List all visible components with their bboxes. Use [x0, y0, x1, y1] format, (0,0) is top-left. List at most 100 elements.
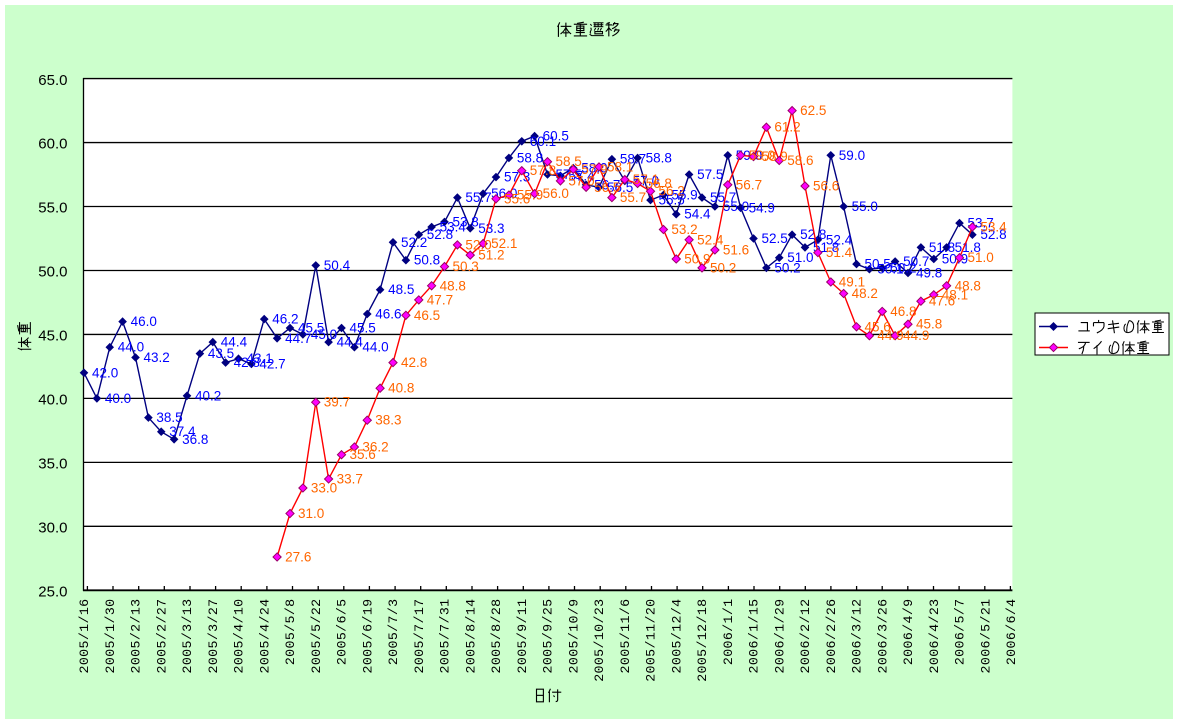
svg-text:59.0: 59.0 [839, 148, 865, 163]
svg-text:56.6: 56.6 [813, 179, 839, 194]
svg-text:58.9: 58.9 [762, 149, 788, 164]
svg-text:2005/1/30: 2005/1/30 [103, 599, 118, 674]
svg-text:43.2: 43.2 [144, 350, 170, 365]
svg-text:44.9: 44.9 [903, 328, 929, 343]
svg-text:55.0: 55.0 [723, 199, 749, 214]
svg-text:55.6: 55.6 [504, 191, 530, 206]
svg-text:27.6: 27.6 [285, 550, 311, 565]
svg-text:2006/5/21: 2006/5/21 [979, 599, 994, 674]
svg-text:2005/2/13: 2005/2/13 [129, 599, 144, 674]
svg-text:47.6: 47.6 [929, 294, 955, 309]
svg-text:2005/3/13: 2005/3/13 [180, 599, 195, 674]
svg-text:60.1: 60.1 [530, 134, 556, 149]
svg-text:53.4: 53.4 [440, 220, 467, 235]
svg-text:45.0: 45.0 [38, 328, 67, 345]
svg-text:58.1: 58.1 [607, 159, 633, 174]
svg-text:50.2: 50.2 [890, 260, 916, 275]
svg-text:46.5: 46.5 [414, 308, 440, 323]
svg-text:42.7: 42.7 [259, 356, 285, 371]
svg-text:51.0: 51.0 [787, 250, 813, 265]
svg-text:2006/1/29: 2006/1/29 [773, 599, 788, 674]
svg-text:2006/4/9: 2006/4/9 [901, 599, 916, 666]
svg-text:33.0: 33.0 [311, 481, 337, 496]
svg-text:38.5: 38.5 [156, 410, 182, 425]
svg-text:62.5: 62.5 [800, 103, 826, 118]
svg-text:50.5: 50.5 [865, 257, 891, 272]
svg-text:40.2: 40.2 [195, 388, 221, 403]
svg-text:42.8: 42.8 [401, 355, 427, 370]
svg-text:2005/7/31: 2005/7/31 [438, 599, 453, 674]
svg-text:51.2: 51.2 [478, 248, 504, 263]
svg-text:40.0: 40.0 [38, 392, 67, 409]
svg-text:44.4: 44.4 [221, 335, 248, 350]
svg-text:2006/1/15: 2006/1/15 [747, 599, 762, 674]
svg-text:50.0: 50.0 [38, 264, 67, 281]
svg-text:50.4: 50.4 [324, 258, 351, 273]
svg-text:50.7: 50.7 [903, 254, 929, 269]
svg-text:2006/2/26: 2006/2/26 [824, 599, 839, 674]
svg-text:55.7: 55.7 [710, 190, 736, 205]
svg-text:50.9: 50.9 [684, 252, 710, 267]
svg-text:46.0: 46.0 [131, 314, 157, 329]
svg-text:50.2: 50.2 [774, 260, 800, 275]
svg-text:45.5: 45.5 [298, 321, 324, 336]
svg-text:51.6: 51.6 [723, 243, 749, 258]
svg-text:45.0: 45.0 [311, 327, 337, 342]
svg-text:56.0: 56.0 [543, 186, 569, 201]
svg-text:59.0: 59.0 [749, 148, 775, 163]
svg-text:56.2: 56.2 [659, 184, 685, 199]
svg-text:61.2: 61.2 [774, 120, 800, 135]
svg-text:52.5: 52.5 [762, 231, 788, 246]
svg-text:60.0: 60.0 [38, 136, 67, 153]
svg-text:40.0: 40.0 [105, 391, 131, 406]
svg-text:2005/7/3: 2005/7/3 [386, 599, 401, 666]
svg-text:45.5: 45.5 [350, 321, 376, 336]
svg-text:2005/11/6: 2005/11/6 [618, 599, 633, 674]
svg-text:65.0: 65.0 [38, 72, 67, 89]
svg-text:2005/1/16: 2005/1/16 [77, 599, 92, 674]
svg-text:30.0: 30.0 [38, 520, 67, 537]
svg-text:52.4: 52.4 [697, 232, 724, 247]
svg-text:2005/6/19: 2005/6/19 [360, 599, 375, 674]
svg-text:35.0: 35.0 [38, 456, 67, 473]
svg-text:42.0: 42.0 [92, 365, 118, 380]
svg-text:54.9: 54.9 [749, 200, 775, 215]
svg-text:51.4: 51.4 [826, 245, 853, 260]
svg-text:43.1: 43.1 [247, 351, 273, 366]
svg-text:49.8: 49.8 [916, 266, 942, 281]
svg-text:57.9: 57.9 [581, 162, 607, 177]
svg-text:57.5: 57.5 [697, 167, 723, 182]
svg-text:36.2: 36.2 [362, 440, 388, 455]
svg-text:58.8: 58.8 [517, 150, 543, 165]
svg-text:58.8: 58.8 [646, 150, 672, 165]
svg-text:2005/5/8: 2005/5/8 [283, 599, 298, 666]
svg-text:46.8: 46.8 [890, 304, 916, 319]
svg-text:55.0: 55.0 [852, 199, 878, 214]
svg-text:57.8: 57.8 [530, 163, 556, 178]
svg-text:2005/4/10: 2005/4/10 [232, 599, 247, 674]
svg-text:58.6: 58.6 [787, 153, 813, 168]
svg-text:52.1: 52.1 [491, 236, 517, 251]
svg-text:49.1: 49.1 [839, 275, 865, 290]
svg-text:55.5: 55.5 [659, 193, 685, 208]
svg-text:54.4: 54.4 [684, 207, 711, 222]
svg-text:50.3: 50.3 [453, 259, 479, 274]
svg-text:2005/9/11: 2005/9/11 [515, 599, 530, 674]
svg-text:55.9: 55.9 [671, 188, 697, 203]
svg-text:2006/2/12: 2006/2/12 [798, 599, 813, 674]
svg-text:2005/3/27: 2005/3/27 [206, 599, 221, 674]
svg-text:2005/6/5: 2005/6/5 [335, 599, 350, 666]
svg-text:47.7: 47.7 [427, 292, 453, 307]
svg-text:48.2: 48.2 [852, 286, 878, 301]
svg-text:58.5: 58.5 [556, 154, 582, 169]
svg-text:50.2: 50.2 [710, 260, 736, 275]
svg-text:25.0: 25.0 [38, 584, 67, 601]
svg-text:2005/5/22: 2005/5/22 [309, 599, 324, 674]
svg-text:37.4: 37.4 [169, 424, 196, 439]
svg-text:36.8: 36.8 [182, 432, 208, 447]
svg-text:40.8: 40.8 [388, 381, 414, 396]
svg-text:45.6: 45.6 [865, 319, 891, 334]
svg-text:2005/10/23: 2005/10/23 [592, 599, 607, 682]
svg-text:56.5: 56.5 [594, 180, 620, 195]
svg-text:44.0: 44.0 [362, 340, 388, 355]
